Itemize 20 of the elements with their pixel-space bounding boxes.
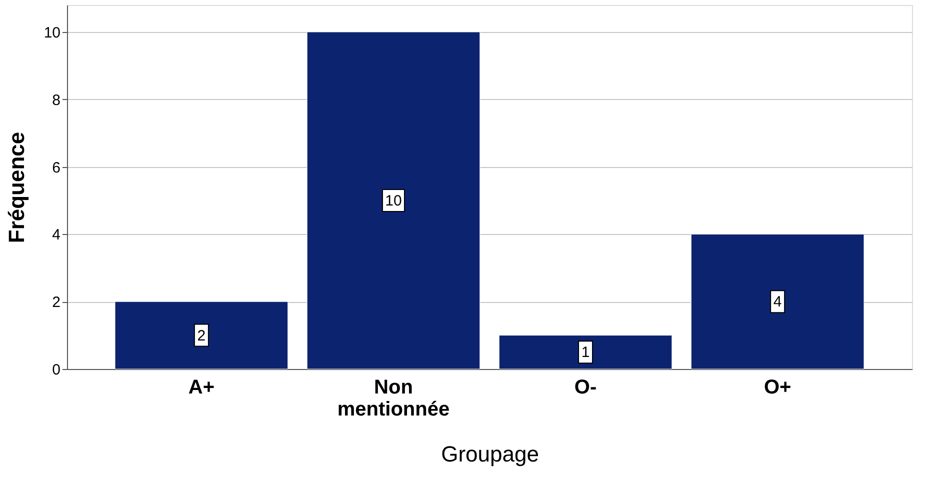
y-tick-label: 10: [44, 24, 60, 42]
data-label: 1: [581, 344, 590, 362]
bar: [498, 335, 672, 370]
y-tick-label: 0: [52, 362, 60, 378]
bar: [690, 234, 864, 370]
bar: [114, 301, 288, 370]
y-tick-label: 2: [52, 294, 60, 312]
x-axis-title: Groupage: [441, 442, 539, 466]
y-tick-label: 8: [52, 92, 60, 109]
y-axis-title: Fréquence: [4, 132, 29, 244]
bar: [306, 32, 480, 370]
x-tick-label: A+: [188, 376, 214, 398]
y-tick-label: 4: [52, 226, 60, 244]
data-label: 4: [773, 294, 782, 311]
data-label: 2: [197, 327, 206, 344]
x-tick-label: Non mentionnée: [337, 376, 450, 420]
y-tick-label: 6: [52, 159, 60, 176]
x-tick-label: O-: [574, 376, 597, 398]
data-label: 10: [385, 192, 402, 210]
x-tick-label: O+: [764, 376, 792, 398]
